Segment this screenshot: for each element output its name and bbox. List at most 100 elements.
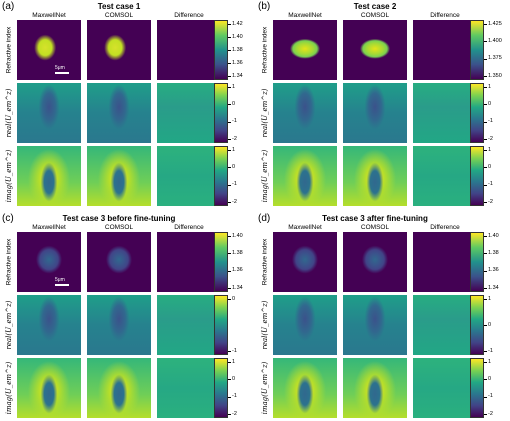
colorbar-tick-label: 1 xyxy=(488,146,492,153)
colorbar-tick-label: 1.40 xyxy=(232,232,243,239)
field-image xyxy=(413,232,477,292)
scale-bar-label: 5μm xyxy=(55,277,65,283)
field-image xyxy=(413,295,477,355)
field-image xyxy=(17,358,81,418)
colorbar-tick xyxy=(484,414,487,415)
colorbar-tick-label: 0 xyxy=(232,375,236,382)
colorbar-tick xyxy=(228,167,231,168)
field-image xyxy=(413,83,477,143)
field-image xyxy=(157,20,221,80)
field-image xyxy=(157,146,221,206)
colorbar-tick-label: 1.34 xyxy=(232,284,243,291)
panel-c: (c) Test case 3 before fine-tuning Maxwell… xyxy=(0,212,254,420)
colorbar-tick xyxy=(228,50,231,51)
colorbar xyxy=(214,20,228,80)
colorbar-tick xyxy=(484,288,487,289)
colorbar-tick-label: 1.400 xyxy=(488,37,502,44)
colorbar-tick xyxy=(484,202,487,203)
colorbar-tick-label: -2 xyxy=(488,135,493,142)
colorbar-tick xyxy=(484,167,487,168)
colorbar-tick xyxy=(484,351,487,352)
colorbar-tick xyxy=(228,104,231,105)
colorbar-tick xyxy=(228,351,231,352)
colorbar-tick xyxy=(484,104,487,105)
panel-title: Test case 3 after fine-tuning xyxy=(322,214,428,223)
colorbar-tick-label: 0 xyxy=(232,100,236,107)
colorbar-tick xyxy=(228,202,231,203)
colorbar-tick xyxy=(484,270,487,272)
colorbar-tick xyxy=(228,150,231,151)
colorbar-tick-label: -1 xyxy=(232,118,237,125)
field-image xyxy=(157,358,221,418)
colorbar-tick-label: 1.36 xyxy=(232,267,243,274)
colorbar-tick xyxy=(228,414,231,415)
colorbar-tick xyxy=(484,299,487,300)
panel-title: Test case 1 xyxy=(97,2,141,11)
colorbar-tick-label: -1 xyxy=(488,347,493,354)
field-image xyxy=(413,358,477,418)
colorbar-tick xyxy=(228,63,231,64)
colorbar-tick-label: 1 xyxy=(232,83,236,90)
colorbar-tick xyxy=(484,396,487,398)
colorbar-tick-label: 0 xyxy=(488,321,492,328)
colorbar-tick-label: -1 xyxy=(488,181,493,188)
colorbar-tick xyxy=(228,299,231,300)
colorbar-tick xyxy=(228,253,231,254)
panel-letter: (c) xyxy=(2,213,14,224)
colorbar xyxy=(214,83,228,143)
column-label: Difference xyxy=(174,12,204,19)
panel-letter: (b) xyxy=(258,1,271,12)
field-image: 5μm xyxy=(17,20,81,80)
field-image xyxy=(273,232,337,292)
column-label: Difference xyxy=(430,12,460,19)
colorbar-tick-label: -1 xyxy=(488,118,493,125)
colorbar-tick xyxy=(228,379,231,380)
row-label: Refractive index xyxy=(261,26,269,74)
colorbar-tick xyxy=(228,184,231,186)
colorbar-tick-label: 1.36 xyxy=(488,267,499,274)
colorbar-tick xyxy=(228,236,231,237)
colorbar-tick-label: -2 xyxy=(488,198,493,205)
row-label: real(U_em^z) xyxy=(261,300,269,350)
colorbar-tick xyxy=(484,379,487,380)
colorbar-tick-label: 1.34 xyxy=(232,72,243,79)
colorbar-tick xyxy=(228,121,231,123)
colorbar-tick-label: 0 xyxy=(232,295,236,302)
field-image xyxy=(87,83,151,143)
colorbar-tick-label: 1.375 xyxy=(488,55,502,62)
colorbar-tick-label: -1 xyxy=(488,393,493,400)
colorbar-tick-label: 1.38 xyxy=(232,46,243,53)
colorbar-tick xyxy=(484,76,487,77)
scale-bar xyxy=(55,72,69,74)
row-label: Refractive index xyxy=(5,238,13,286)
colorbar-tick xyxy=(228,288,231,289)
colorbar-tick xyxy=(484,41,487,42)
colorbar-tick xyxy=(484,24,487,25)
colorbar-tick xyxy=(484,325,487,326)
field-image xyxy=(17,295,81,355)
colorbar-tick-label: -1 xyxy=(232,181,237,188)
colorbar-tick-label: -2 xyxy=(232,135,237,142)
field-image xyxy=(273,83,337,143)
colorbar-tick-label: 1.42 xyxy=(232,20,243,27)
colorbar-tick xyxy=(228,362,231,363)
panel-title: Test case 3 before fine-tuning xyxy=(62,214,176,223)
panel-b: (b) Test case 2 MaxwellNet COMSOL Difference… xyxy=(256,0,510,208)
column-label: COMSOL xyxy=(360,224,390,231)
colorbar-tick-label: 1.40 xyxy=(232,33,243,40)
colorbar-tick xyxy=(228,76,231,77)
colorbar-tick xyxy=(228,87,231,88)
column-label: Difference xyxy=(430,224,460,231)
colorbar-tick-label: -2 xyxy=(232,198,237,205)
colorbar-tick xyxy=(228,139,231,140)
row-label: real(U_em^z) xyxy=(261,88,269,138)
colorbar-tick-label: 1.425 xyxy=(488,20,502,27)
field-image xyxy=(413,20,477,80)
colorbar xyxy=(214,295,228,355)
colorbar-tick-label: 0 xyxy=(232,163,236,170)
colorbar-tick xyxy=(484,236,487,237)
field-image xyxy=(343,146,407,206)
colorbar-tick xyxy=(228,270,231,272)
row-label: imag(U_em^z) xyxy=(261,149,269,203)
panel-title: Test case 2 xyxy=(353,2,397,11)
